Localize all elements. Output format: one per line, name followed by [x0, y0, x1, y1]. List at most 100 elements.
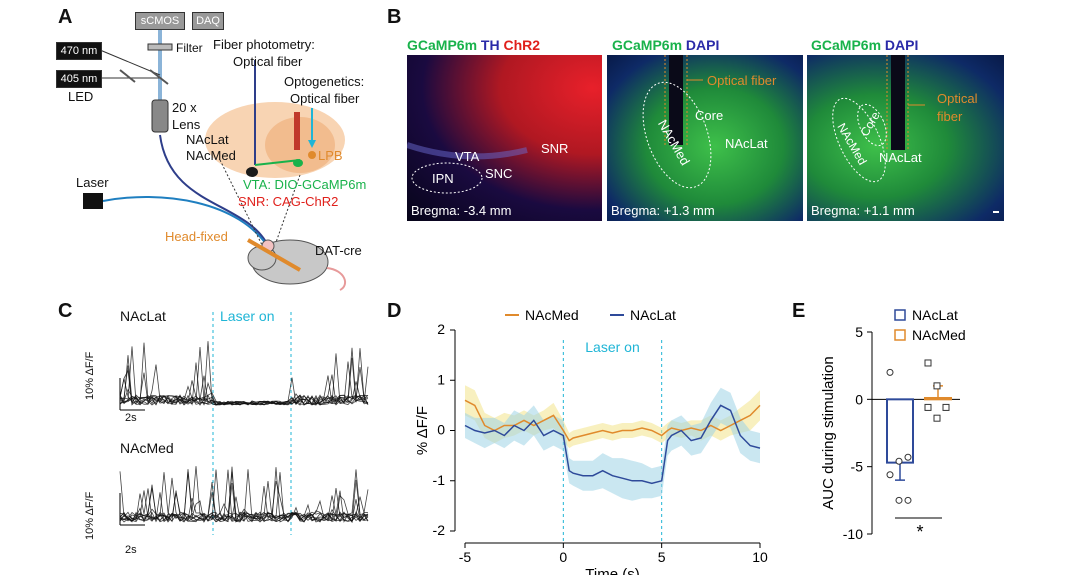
b3-title-dapi: DAPI: [884, 37, 919, 53]
c-naclat-title: NAcLat: [120, 308, 166, 324]
head-fixed-label: Head-fixed: [165, 229, 228, 244]
fiber-photometry-title: Fiber photometry:: [213, 37, 315, 52]
optogenetics-title: Optogenetics:: [284, 74, 365, 89]
e-point: [924, 359, 932, 367]
e-y-tick-label: 0: [855, 391, 863, 407]
b2-fiber-label: Optical fiber: [707, 73, 777, 88]
c-laser-on-label: Laser on: [220, 308, 275, 324]
e-point: [904, 496, 912, 504]
e-legend-swatch: [894, 329, 906, 341]
e-point: [942, 403, 950, 411]
snr-injection-label: SNR: CAG-ChR2: [238, 194, 339, 209]
b1-vta-label: VTA: [455, 149, 480, 164]
d-band-naclat: [465, 387, 760, 501]
d-legend-label: NAcMed: [525, 307, 579, 323]
optogenetics-sub: Optical fiber: [290, 91, 360, 106]
trace-line: [119, 353, 369, 406]
trace-line: [119, 466, 369, 524]
d-x-tick-label: 0: [559, 549, 567, 565]
d-x-tick-label: 10: [752, 549, 768, 565]
lens-power-label: 20 x: [172, 100, 197, 115]
led-470-box: 470 nm: [56, 42, 102, 60]
trace-line: [119, 342, 369, 406]
b3-scale-bar: [993, 211, 999, 213]
b1-title: GCaMP6m TH ChR2: [407, 37, 540, 53]
b2-bregma-label: Bregma: +1.3 mm: [611, 203, 715, 218]
e-y-tick-label: -5: [851, 459, 864, 475]
chart-d: -2 -1 0 1 2 -5 0 5 10 Laser on NAcMed NAcLat Time (s…: [414, 307, 768, 575]
panel-b-letter: B: [387, 6, 402, 28]
e-point: [895, 457, 903, 465]
schematic-lines: [83, 28, 347, 291]
b3-micrograph: Optical fiber Core NAcMed NAcLat Bregma:…: [807, 55, 1004, 221]
c-nacmed-title: NAcMed: [120, 440, 174, 456]
e-legend-label: NAcLat: [912, 307, 958, 323]
d-y-label: % ΔF/F: [414, 406, 431, 455]
panel-a-letter: A: [58, 6, 73, 28]
trace-line: [119, 472, 369, 523]
e-point: [904, 453, 912, 461]
trace-line: [119, 469, 369, 523]
trace-line: [119, 469, 369, 523]
led-label: LED: [68, 89, 94, 104]
b2-title-dapi: DAPI: [685, 37, 720, 53]
b1-snc-label: SNC: [485, 166, 513, 181]
b2-micrograph: Optical fiber Core NAcMed NAcLat Bregma:…: [607, 55, 803, 221]
nacmed-label: NAcMed: [186, 148, 236, 163]
filter-label: Filter: [176, 41, 203, 55]
b2-core-label: Core: [695, 108, 724, 123]
d-y-tick-label: -1: [433, 472, 446, 488]
c-scale-y-lat: 10% ΔF/F: [84, 351, 96, 400]
e-legend-label: NAcMed: [912, 327, 966, 343]
lpb-label: LPB: [318, 148, 343, 163]
daq-box: DAQ: [192, 12, 224, 30]
c-scale-x-med: 2s: [125, 544, 137, 556]
d-laser-annotation: Laser on: [585, 339, 639, 355]
e-point: [924, 403, 932, 411]
b3-fiber-label-1: Optical: [937, 91, 978, 106]
e-y-label: AUC during stimulation: [820, 356, 837, 509]
fiber-photometry-sub: Optical fiber: [233, 54, 303, 69]
b2-title: GCaMP6m DAPI: [612, 37, 719, 53]
b3-outlines: [832, 55, 925, 183]
panel-c-traces: [119, 312, 369, 535]
panel-d-letter: D: [387, 300, 402, 322]
b3-title-gcamp: GCaMP6m: [811, 37, 882, 53]
trace-line: [119, 469, 369, 523]
b1-title-th: TH: [480, 37, 500, 53]
d-x-tick-label: 5: [658, 549, 666, 565]
e-point: [895, 496, 903, 504]
c-scale-x-lat: 2s: [125, 412, 137, 424]
panel-e-letter: E: [792, 300, 806, 322]
e-point: [933, 414, 941, 422]
trace-line: [119, 381, 369, 406]
nacmed-trace-group: [119, 466, 369, 524]
b3-fiber-label-2: fiber: [937, 109, 963, 124]
led-405-box: 405 nm: [56, 70, 102, 88]
scmos-box: sCMOS: [135, 12, 185, 30]
e-y-tick-label: 5: [855, 324, 863, 340]
d-y-tick-label: -2: [433, 522, 446, 538]
d-y-tick-label: 2: [437, 321, 445, 337]
panel-c-letter: C: [58, 300, 73, 322]
d-legend-label: NAcLat: [630, 307, 676, 323]
vta-injection-label: VTA: DIO-GCaMP6m: [243, 177, 367, 192]
d-y-tick-label: 1: [437, 371, 445, 387]
e-y-tick-label: -10: [843, 526, 863, 542]
lens-label: Lens: [172, 117, 201, 132]
e-bar-naclat: [886, 398, 914, 464]
d-y-tick-label: 0: [437, 422, 445, 438]
e-point: [886, 471, 894, 479]
b3-naclat-label: NAcLat: [879, 150, 922, 165]
e-bar-nacmed: [924, 396, 952, 401]
b1-outlines: [407, 142, 528, 194]
b2-outlines: [642, 55, 712, 189]
d-line-naclat: [464, 404, 761, 485]
e-point: [933, 382, 941, 390]
b2-title-gcamp: GCaMP6m: [612, 37, 683, 53]
e-legend-swatch: [894, 309, 906, 321]
b1-ipn-label: IPN: [432, 171, 454, 186]
b1-title-chr2: ChR2: [503, 37, 541, 53]
mouse-strain-label: DAT-cre: [315, 243, 362, 258]
d-x-tick-label: -5: [459, 549, 472, 565]
